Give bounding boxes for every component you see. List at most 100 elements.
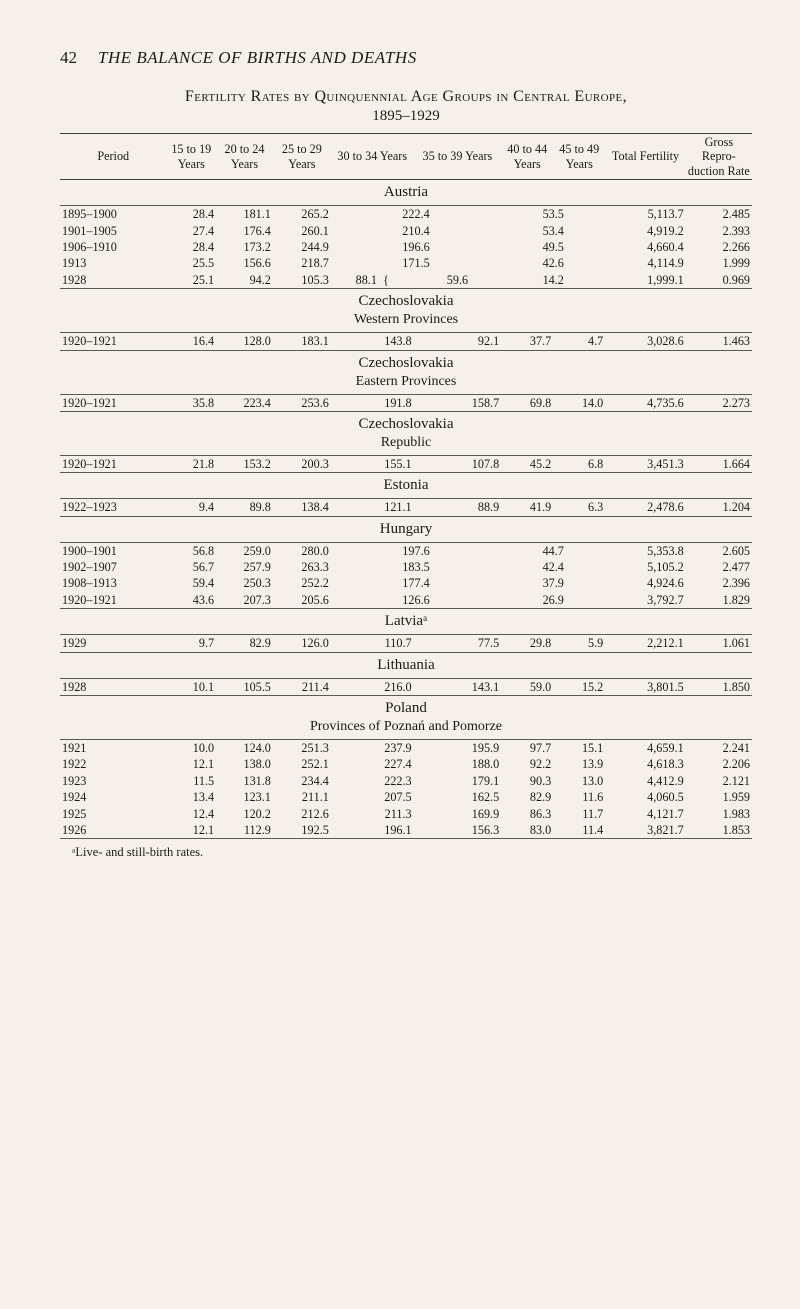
cell-f-g-merged: 26.9: [501, 592, 605, 608]
col-header-40-44: 40 to 44 Years: [501, 134, 553, 179]
cell-total-fertility: 2,478.6: [605, 499, 685, 515]
cell-b: 123.1: [216, 789, 273, 805]
cell-f: 41.9: [501, 499, 553, 515]
cell-f-g-merged: 53.5: [501, 206, 605, 222]
cell-b: 153.2: [216, 456, 273, 472]
cell-c: 265.2: [273, 206, 331, 222]
cell-d: 143.8: [331, 333, 414, 349]
cell-d: 110.7: [331, 635, 414, 651]
cell-total-fertility: 5,353.8: [605, 543, 685, 559]
cell-c: 218.7: [273, 255, 331, 271]
document-page: 42 THE BALANCE OF BIRTHS AND DEATHS Fert…: [0, 0, 800, 1309]
cell-c: 252.1: [273, 756, 331, 772]
cell-b: 156.6: [216, 255, 273, 271]
cell-b: 259.0: [216, 543, 273, 559]
col-header-gross-repro: Gross Repro-duction Rate: [686, 134, 752, 179]
table-row: 1895–190028.4181.1265.2222.453.55,113.72…: [60, 206, 752, 222]
section-label: Czechoslovakia: [60, 351, 752, 376]
data-table: 1895–190028.4181.1265.2222.453.55,113.72…: [60, 206, 752, 288]
cell-e: 77.5: [414, 635, 502, 651]
cell-f-g-merged: 49.5: [501, 239, 605, 255]
data-table: 1920–192121.8153.2200.3155.1107.845.26.8…: [60, 456, 752, 472]
cell-f: 69.8: [501, 395, 553, 411]
cell-total-fertility: 5,105.2: [605, 559, 685, 575]
cell-d-e-merged: 126.6: [331, 592, 501, 608]
cell-a: 13.4: [166, 789, 216, 805]
cell-total-fertility: 4,924.6: [605, 575, 685, 591]
table-row: 1920–192135.8223.4253.6191.8158.769.814.…: [60, 395, 752, 411]
table-row: 1906–191028.4173.2244.9196.649.54,660.42…: [60, 239, 752, 255]
cell-g: 11.6: [553, 789, 605, 805]
cell-g: 6.8: [553, 456, 605, 472]
cell-d: 196.1: [331, 822, 414, 838]
cell-c: 138.4: [273, 499, 331, 515]
cell-d: 88.1 {: [331, 272, 414, 288]
table-row: 192825.194.2105.388.1 {59.614.21,999.10.…: [60, 272, 752, 288]
cell-gross-repro: 2.477: [686, 559, 752, 575]
cell-period: 1924: [60, 789, 166, 805]
cell-a: 16.4: [166, 333, 216, 349]
cell-g: 11.4: [553, 822, 605, 838]
cell-gross-repro: 1.061: [686, 635, 752, 651]
cell-gross-repro: 1.959: [686, 789, 752, 805]
cell-gross-repro: 1.664: [686, 456, 752, 472]
cell-gross-repro: 2.393: [686, 223, 752, 239]
cell-period: 1926: [60, 822, 166, 838]
cell-total-fertility: 4,060.5: [605, 789, 685, 805]
col-header-15-19: 15 to 19 Years: [166, 134, 216, 179]
cell-f: 45.2: [501, 456, 553, 472]
cell-c: 260.1: [273, 223, 331, 239]
cell-b: 207.3: [216, 592, 273, 608]
cell-d-e-merged: 196.6: [331, 239, 501, 255]
cell-gross-repro: 1.983: [686, 806, 752, 822]
section-label: Lithuania: [60, 653, 752, 678]
cell-period: 1895–1900: [60, 206, 166, 222]
section-sublabel: Provinces of Poznań and Pomorze: [60, 719, 752, 739]
cell-a: 10.1: [166, 679, 216, 695]
section-label: Czechoslovakia: [60, 289, 752, 314]
cell-total-fertility: 3,451.3: [605, 456, 685, 472]
cell-e: 158.7: [414, 395, 502, 411]
cell-c: 211.4: [273, 679, 331, 695]
cell-gross-repro: 2.273: [686, 395, 752, 411]
cell-d: 216.0: [331, 679, 414, 695]
page-number: 42: [60, 48, 98, 68]
cell-d-e-merged: 183.5: [331, 559, 501, 575]
cell-d: 211.3: [331, 806, 414, 822]
cell-b: 82.9: [216, 635, 273, 651]
cell-gross-repro: 1.204: [686, 499, 752, 515]
cell-total-fertility: 3,028.6: [605, 333, 685, 349]
cell-e: 59.6: [414, 272, 502, 288]
cell-a: 28.4: [166, 239, 216, 255]
cell-f: 97.7: [501, 740, 553, 756]
cell-b: 173.2: [216, 239, 273, 255]
cell-period: 1906–1910: [60, 239, 166, 255]
cell-total-fertility: 4,618.3: [605, 756, 685, 772]
cell-b: 181.1: [216, 206, 273, 222]
data-table: 1900–190156.8259.0280.0197.644.75,353.82…: [60, 543, 752, 609]
cell-c: 211.1: [273, 789, 331, 805]
cell-gross-repro: 1.999: [686, 255, 752, 271]
cell-b: 94.2: [216, 272, 273, 288]
cell-b: 105.5: [216, 679, 273, 695]
cell-total-fertility: 4,735.6: [605, 395, 685, 411]
cell-e: 143.1: [414, 679, 502, 695]
cell-d-e-merged: 177.4: [331, 575, 501, 591]
cell-b: 138.0: [216, 756, 273, 772]
cell-f-g-merged: 53.4: [501, 223, 605, 239]
col-header-25-29: 25 to 29 Years: [273, 134, 331, 179]
table-row: 1920–192143.6207.3205.6126.626.93,792.71…: [60, 592, 752, 608]
cell-c: 105.3: [273, 272, 331, 288]
cell-f: 86.3: [501, 806, 553, 822]
section-label: Poland: [60, 696, 752, 721]
cell-a: 28.4: [166, 206, 216, 222]
data-table: 19299.782.9126.0110.777.529.85.92,212.11…: [60, 635, 752, 651]
table-title: Fertility Rates by Quinquennial Age Grou…: [60, 88, 752, 106]
table-row: 1902–190756.7257.9263.3183.542.45,105.22…: [60, 559, 752, 575]
cell-period: 1922–1923: [60, 499, 166, 515]
cell-d: 207.5: [331, 789, 414, 805]
cell-b: 131.8: [216, 773, 273, 789]
cell-f: 90.3: [501, 773, 553, 789]
table-row: 192311.5131.8234.4222.3179.190.313.04,41…: [60, 773, 752, 789]
cell-a: 43.6: [166, 592, 216, 608]
